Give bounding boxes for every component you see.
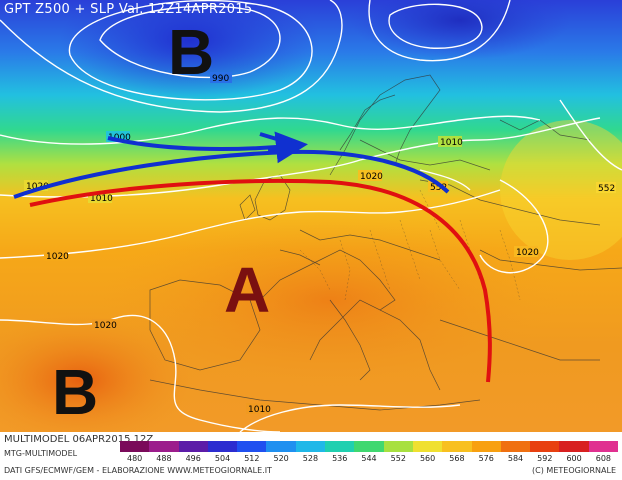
- color-scale-swatch: [325, 441, 355, 452]
- contour-label: 552: [598, 184, 615, 194]
- isobar-label: 1010: [440, 138, 463, 148]
- color-scale-tick: 544: [361, 454, 377, 463]
- color-scale-swatch: [354, 441, 384, 452]
- color-scale-tick: 536: [332, 454, 348, 463]
- color-scale-tick: 552: [390, 454, 406, 463]
- color-scale-swatch: [237, 441, 267, 452]
- color-scale-swatch: [383, 441, 413, 452]
- isobar-labels: 990 1000 1010 1010 1020 1020 1020 1020 1…: [24, 72, 616, 415]
- color-scale-tick: 584: [507, 454, 524, 463]
- isobar-label: 1020: [94, 321, 117, 331]
- low-pressure-core-north: [60, 0, 320, 100]
- isobar-label: 1010: [248, 405, 271, 415]
- color-scale-tick: 496: [185, 454, 201, 463]
- color-scale-swatch: [588, 441, 619, 452]
- color-scale-tick: 576: [478, 454, 494, 463]
- color-scale-tick: 520: [273, 454, 289, 463]
- color-scale-swatch: [178, 441, 208, 452]
- color-scale-swatch: [149, 441, 179, 452]
- color-scale-swatch: [266, 441, 296, 452]
- isobar-label: 1010: [90, 194, 113, 204]
- color-scale-tick: 488: [156, 454, 172, 463]
- color-scale-tick: 504: [214, 454, 231, 463]
- color-scale-tick: 608: [595, 454, 612, 463]
- yellow-area-east: [500, 120, 622, 260]
- color-scale-swatch: [500, 441, 531, 452]
- color-scale-tick: 600: [566, 454, 582, 463]
- red-ridge-arrow: [29, 178, 492, 383]
- color-scale-swatch: [207, 441, 238, 452]
- isobar-label: 1020: [360, 172, 383, 182]
- high-pressure-center: A: [224, 254, 271, 326]
- isobar-label: 1020: [26, 182, 49, 192]
- color-scale-tick: 512: [244, 454, 260, 463]
- low-pressure-core-northeast: [350, 0, 570, 60]
- map-footer: MULTIMODEL 06APR2015 12Z MTG-MULTIMODEL …: [0, 432, 622, 480]
- isobar-label: 1000: [108, 133, 131, 143]
- color-scale-tick: 528: [302, 454, 319, 463]
- copyright: (C) METEOGIORNALE: [532, 466, 616, 475]
- color-scale-tick: 592: [537, 454, 553, 463]
- color-scale-swatch: [295, 441, 326, 452]
- weather-map: 990 1000 1010 1010 1020 1020 1020 1020 1…: [0, 0, 622, 432]
- color-scale-labels: 480 488 496 504 512 520 528 536 544 552 560 568 576 5…: [120, 454, 618, 464]
- color-scale-swatch: [412, 441, 443, 452]
- product-label: MTG-MULTIMODEL: [4, 449, 78, 458]
- blue-arrow-head: [259, 132, 301, 152]
- color-scale-tick: 568: [449, 454, 465, 463]
- low-pressure-center-southwest: B: [52, 356, 99, 428]
- contour-label: 552: [430, 183, 447, 193]
- color-scale-swatch: [559, 441, 589, 452]
- blue-jet-arrow-lower: [13, 149, 450, 199]
- data-sources: DATI GFS/ECMWF/GEM - ELABORAZIONE WWW.ME…: [4, 466, 272, 475]
- color-scale-bar: [120, 441, 619, 452]
- map-canvas: 990 1000 1010 1010 1020 1020 1020 1020 1…: [0, 0, 622, 432]
- color-scale-swatch: [120, 441, 150, 452]
- color-scale-tick: 480: [127, 454, 143, 463]
- isobar-label: 1020: [46, 252, 69, 262]
- low-pressure-center-north: B: [168, 16, 215, 88]
- map-title: GPT Z500 + SLP Val. 12Z14APR2015: [4, 2, 253, 17]
- model-label: MULTIMODEL 06APR2015 12Z: [4, 434, 154, 445]
- color-scale-swatch: [471, 441, 501, 452]
- color-scale-tick: 560: [419, 454, 436, 463]
- isobar-label: 1020: [516, 248, 539, 258]
- isobar-label: 990: [212, 74, 229, 84]
- color-scale-swatch: [530, 441, 560, 452]
- color-scale-swatch: [442, 441, 472, 452]
- blue-jet-arrow-upper: [107, 131, 308, 164]
